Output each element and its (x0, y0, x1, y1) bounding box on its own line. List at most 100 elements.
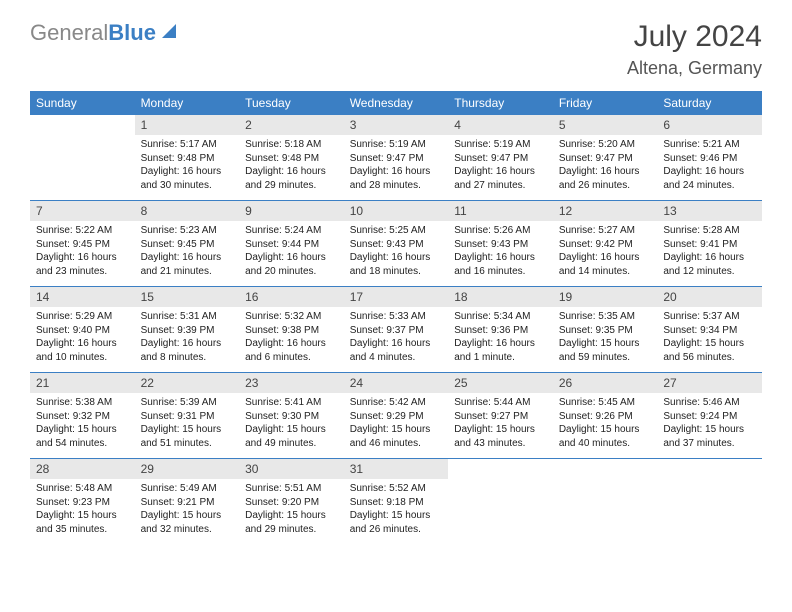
day-content-cell (657, 479, 762, 544)
sunrise-text: Sunrise: 5:41 AM (245, 396, 338, 410)
sunset-text: Sunset: 9:32 PM (36, 410, 129, 424)
day-content-cell: Sunrise: 5:26 AMSunset: 9:43 PMDaylight:… (448, 221, 553, 287)
daylight-text: Daylight: 16 hours and 24 minutes. (663, 165, 756, 192)
day-content-cell: Sunrise: 5:17 AMSunset: 9:48 PMDaylight:… (135, 135, 240, 201)
daylight-text: Daylight: 16 hours and 10 minutes. (36, 337, 129, 364)
sunset-text: Sunset: 9:40 PM (36, 324, 129, 338)
sunrise-text: Sunrise: 5:22 AM (36, 224, 129, 238)
sunset-text: Sunset: 9:43 PM (350, 238, 443, 252)
sunrise-text: Sunrise: 5:49 AM (141, 482, 234, 496)
day-number-cell: 15 (135, 287, 240, 308)
day-header-row: Sunday Monday Tuesday Wednesday Thursday… (30, 91, 762, 115)
sunset-text: Sunset: 9:20 PM (245, 496, 338, 510)
sunrise-text: Sunrise: 5:46 AM (663, 396, 756, 410)
daynum-row: 21222324252627 (30, 373, 762, 394)
day-number-cell (30, 115, 135, 135)
day-content-cell: Sunrise: 5:48 AMSunset: 9:23 PMDaylight:… (30, 479, 135, 544)
day-number-cell: 28 (30, 459, 135, 480)
daylight-text: Daylight: 16 hours and 8 minutes. (141, 337, 234, 364)
sunset-text: Sunset: 9:45 PM (36, 238, 129, 252)
page-title: July 2024 (627, 20, 762, 54)
sunrise-text: Sunrise: 5:38 AM (36, 396, 129, 410)
day-content-cell: Sunrise: 5:35 AMSunset: 9:35 PMDaylight:… (553, 307, 658, 373)
day-content-cell: Sunrise: 5:38 AMSunset: 9:32 PMDaylight:… (30, 393, 135, 459)
sunset-text: Sunset: 9:21 PM (141, 496, 234, 510)
day-number-cell: 18 (448, 287, 553, 308)
day-content-cell: Sunrise: 5:42 AMSunset: 9:29 PMDaylight:… (344, 393, 449, 459)
day-number-cell: 1 (135, 115, 240, 135)
day-number-cell: 14 (30, 287, 135, 308)
daylight-text: Daylight: 15 hours and 43 minutes. (454, 423, 547, 450)
day-number-cell: 11 (448, 201, 553, 222)
daylight-text: Daylight: 16 hours and 6 minutes. (245, 337, 338, 364)
day-header: Friday (553, 91, 658, 115)
sunset-text: Sunset: 9:39 PM (141, 324, 234, 338)
day-content-cell: Sunrise: 5:31 AMSunset: 9:39 PMDaylight:… (135, 307, 240, 373)
sunset-text: Sunset: 9:18 PM (350, 496, 443, 510)
daynum-row: 28293031 (30, 459, 762, 480)
daylight-text: Daylight: 15 hours and 51 minutes. (141, 423, 234, 450)
day-header: Sunday (30, 91, 135, 115)
daylight-text: Daylight: 16 hours and 28 minutes. (350, 165, 443, 192)
sunset-text: Sunset: 9:44 PM (245, 238, 338, 252)
sunrise-text: Sunrise: 5:17 AM (141, 138, 234, 152)
daynum-row: 123456 (30, 115, 762, 135)
day-number-cell: 23 (239, 373, 344, 394)
daylight-text: Daylight: 16 hours and 30 minutes. (141, 165, 234, 192)
day-number-cell: 26 (553, 373, 658, 394)
location-label: Altena, Germany (627, 58, 762, 79)
day-content-cell: Sunrise: 5:25 AMSunset: 9:43 PMDaylight:… (344, 221, 449, 287)
day-header: Tuesday (239, 91, 344, 115)
daylight-text: Daylight: 15 hours and 49 minutes. (245, 423, 338, 450)
day-number-cell: 16 (239, 287, 344, 308)
day-content-cell: Sunrise: 5:28 AMSunset: 9:41 PMDaylight:… (657, 221, 762, 287)
header: GeneralBlue July 2024 Altena, Germany (30, 20, 762, 79)
day-number-cell: 30 (239, 459, 344, 480)
daylight-text: Daylight: 15 hours and 37 minutes. (663, 423, 756, 450)
day-number-cell: 7 (30, 201, 135, 222)
sunrise-text: Sunrise: 5:33 AM (350, 310, 443, 324)
day-content-cell (30, 135, 135, 201)
sunrise-text: Sunrise: 5:32 AM (245, 310, 338, 324)
day-content-cell: Sunrise: 5:39 AMSunset: 9:31 PMDaylight:… (135, 393, 240, 459)
sunset-text: Sunset: 9:42 PM (559, 238, 652, 252)
sunrise-text: Sunrise: 5:37 AM (663, 310, 756, 324)
title-block: July 2024 Altena, Germany (627, 20, 762, 79)
daylight-text: Daylight: 15 hours and 29 minutes. (245, 509, 338, 536)
day-content-cell: Sunrise: 5:20 AMSunset: 9:47 PMDaylight:… (553, 135, 658, 201)
sunset-text: Sunset: 9:46 PM (663, 152, 756, 166)
sunrise-text: Sunrise: 5:39 AM (141, 396, 234, 410)
day-number-cell: 9 (239, 201, 344, 222)
sunrise-text: Sunrise: 5:42 AM (350, 396, 443, 410)
daynum-row: 14151617181920 (30, 287, 762, 308)
triangle-icon (162, 24, 176, 38)
sunset-text: Sunset: 9:41 PM (663, 238, 756, 252)
day-content-cell: Sunrise: 5:18 AMSunset: 9:48 PMDaylight:… (239, 135, 344, 201)
day-header: Monday (135, 91, 240, 115)
sunrise-text: Sunrise: 5:20 AM (559, 138, 652, 152)
day-number-cell: 29 (135, 459, 240, 480)
sunset-text: Sunset: 9:35 PM (559, 324, 652, 338)
daylight-text: Daylight: 15 hours and 40 minutes. (559, 423, 652, 450)
sunrise-text: Sunrise: 5:35 AM (559, 310, 652, 324)
day-content-cell: Sunrise: 5:23 AMSunset: 9:45 PMDaylight:… (135, 221, 240, 287)
day-number-cell: 10 (344, 201, 449, 222)
daylight-text: Daylight: 15 hours and 56 minutes. (663, 337, 756, 364)
day-number-cell (553, 459, 658, 480)
day-content-cell: Sunrise: 5:33 AMSunset: 9:37 PMDaylight:… (344, 307, 449, 373)
day-content-cell: Sunrise: 5:41 AMSunset: 9:30 PMDaylight:… (239, 393, 344, 459)
logo-text: GeneralBlue (30, 20, 156, 46)
day-number-cell: 25 (448, 373, 553, 394)
day-header: Thursday (448, 91, 553, 115)
daylight-text: Daylight: 15 hours and 26 minutes. (350, 509, 443, 536)
sunrise-text: Sunrise: 5:24 AM (245, 224, 338, 238)
daylight-text: Daylight: 15 hours and 35 minutes. (36, 509, 129, 536)
day-content-cell: Sunrise: 5:21 AMSunset: 9:46 PMDaylight:… (657, 135, 762, 201)
sunrise-text: Sunrise: 5:19 AM (350, 138, 443, 152)
day-content-cell: Sunrise: 5:19 AMSunset: 9:47 PMDaylight:… (448, 135, 553, 201)
logo: GeneralBlue (30, 20, 176, 46)
day-content-cell (553, 479, 658, 544)
sunset-text: Sunset: 9:24 PM (663, 410, 756, 424)
day-content-cell: Sunrise: 5:51 AMSunset: 9:20 PMDaylight:… (239, 479, 344, 544)
day-number-cell: 12 (553, 201, 658, 222)
